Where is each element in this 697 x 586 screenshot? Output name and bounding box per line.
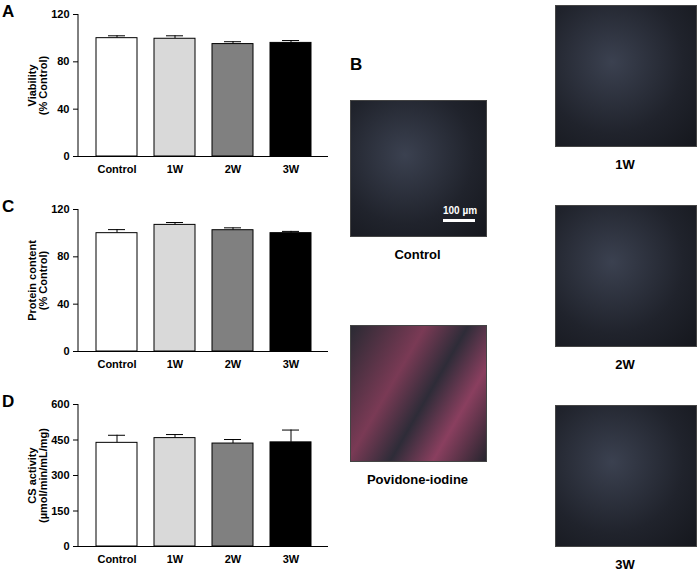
- svg-text:Control: Control: [97, 163, 136, 175]
- svg-text:1W: 1W: [167, 553, 184, 565]
- svg-text:40: 40: [57, 103, 69, 115]
- svg-text:2W: 2W: [225, 358, 242, 370]
- svg-text:Control: Control: [97, 553, 136, 565]
- html-text:100 µm: 100 µm: [443, 205, 478, 216]
- svg-text:40: 40: [57, 298, 69, 310]
- svg-text:600: 600: [51, 398, 69, 410]
- html-text:Povidone-iodine: Povidone-iodine: [366, 472, 469, 487]
- svg-text:120: 120: [51, 203, 69, 215]
- svg-text:150: 150: [51, 505, 69, 517]
- svg-text:1W: 1W: [167, 163, 184, 175]
- svg-text:80: 80: [57, 250, 69, 262]
- svg-text:80: 80: [57, 55, 69, 67]
- svg-text:0: 0: [63, 540, 69, 552]
- svg-text:1W: 1W: [167, 358, 184, 370]
- html-text:2W: 2W: [615, 357, 635, 372]
- svg-text:0: 0: [63, 345, 69, 357]
- html-text:Control: Control: [394, 247, 441, 262]
- svg-text:CS activity(µmol/min/mL/mg): CS activity(µmol/min/mL/mg): [26, 428, 49, 523]
- svg-text:450: 450: [51, 434, 69, 446]
- svg-text:Protein content(% Control): Protein content(% Control): [26, 240, 49, 321]
- html-text:1W: 1W: [615, 157, 635, 172]
- svg-text:Control: Control: [97, 358, 136, 370]
- html-text:C: C: [2, 197, 15, 216]
- html-text:3W: 3W: [615, 557, 635, 572]
- svg-text:300: 300: [51, 469, 69, 481]
- svg-text:0: 0: [63, 150, 69, 162]
- svg-text:3W: 3W: [283, 358, 300, 370]
- html-text:A: A: [2, 2, 15, 21]
- html-text:D: D: [2, 392, 15, 411]
- svg-text:2W: 2W: [225, 553, 242, 565]
- svg-text:120: 120: [51, 8, 69, 20]
- html-text:B: B: [350, 55, 363, 74]
- svg-text:Viability(% Control): Viability(% Control): [26, 56, 49, 116]
- svg-text:3W: 3W: [283, 163, 300, 175]
- svg-text:2W: 2W: [225, 163, 242, 175]
- svg-text:3W: 3W: [283, 553, 300, 565]
